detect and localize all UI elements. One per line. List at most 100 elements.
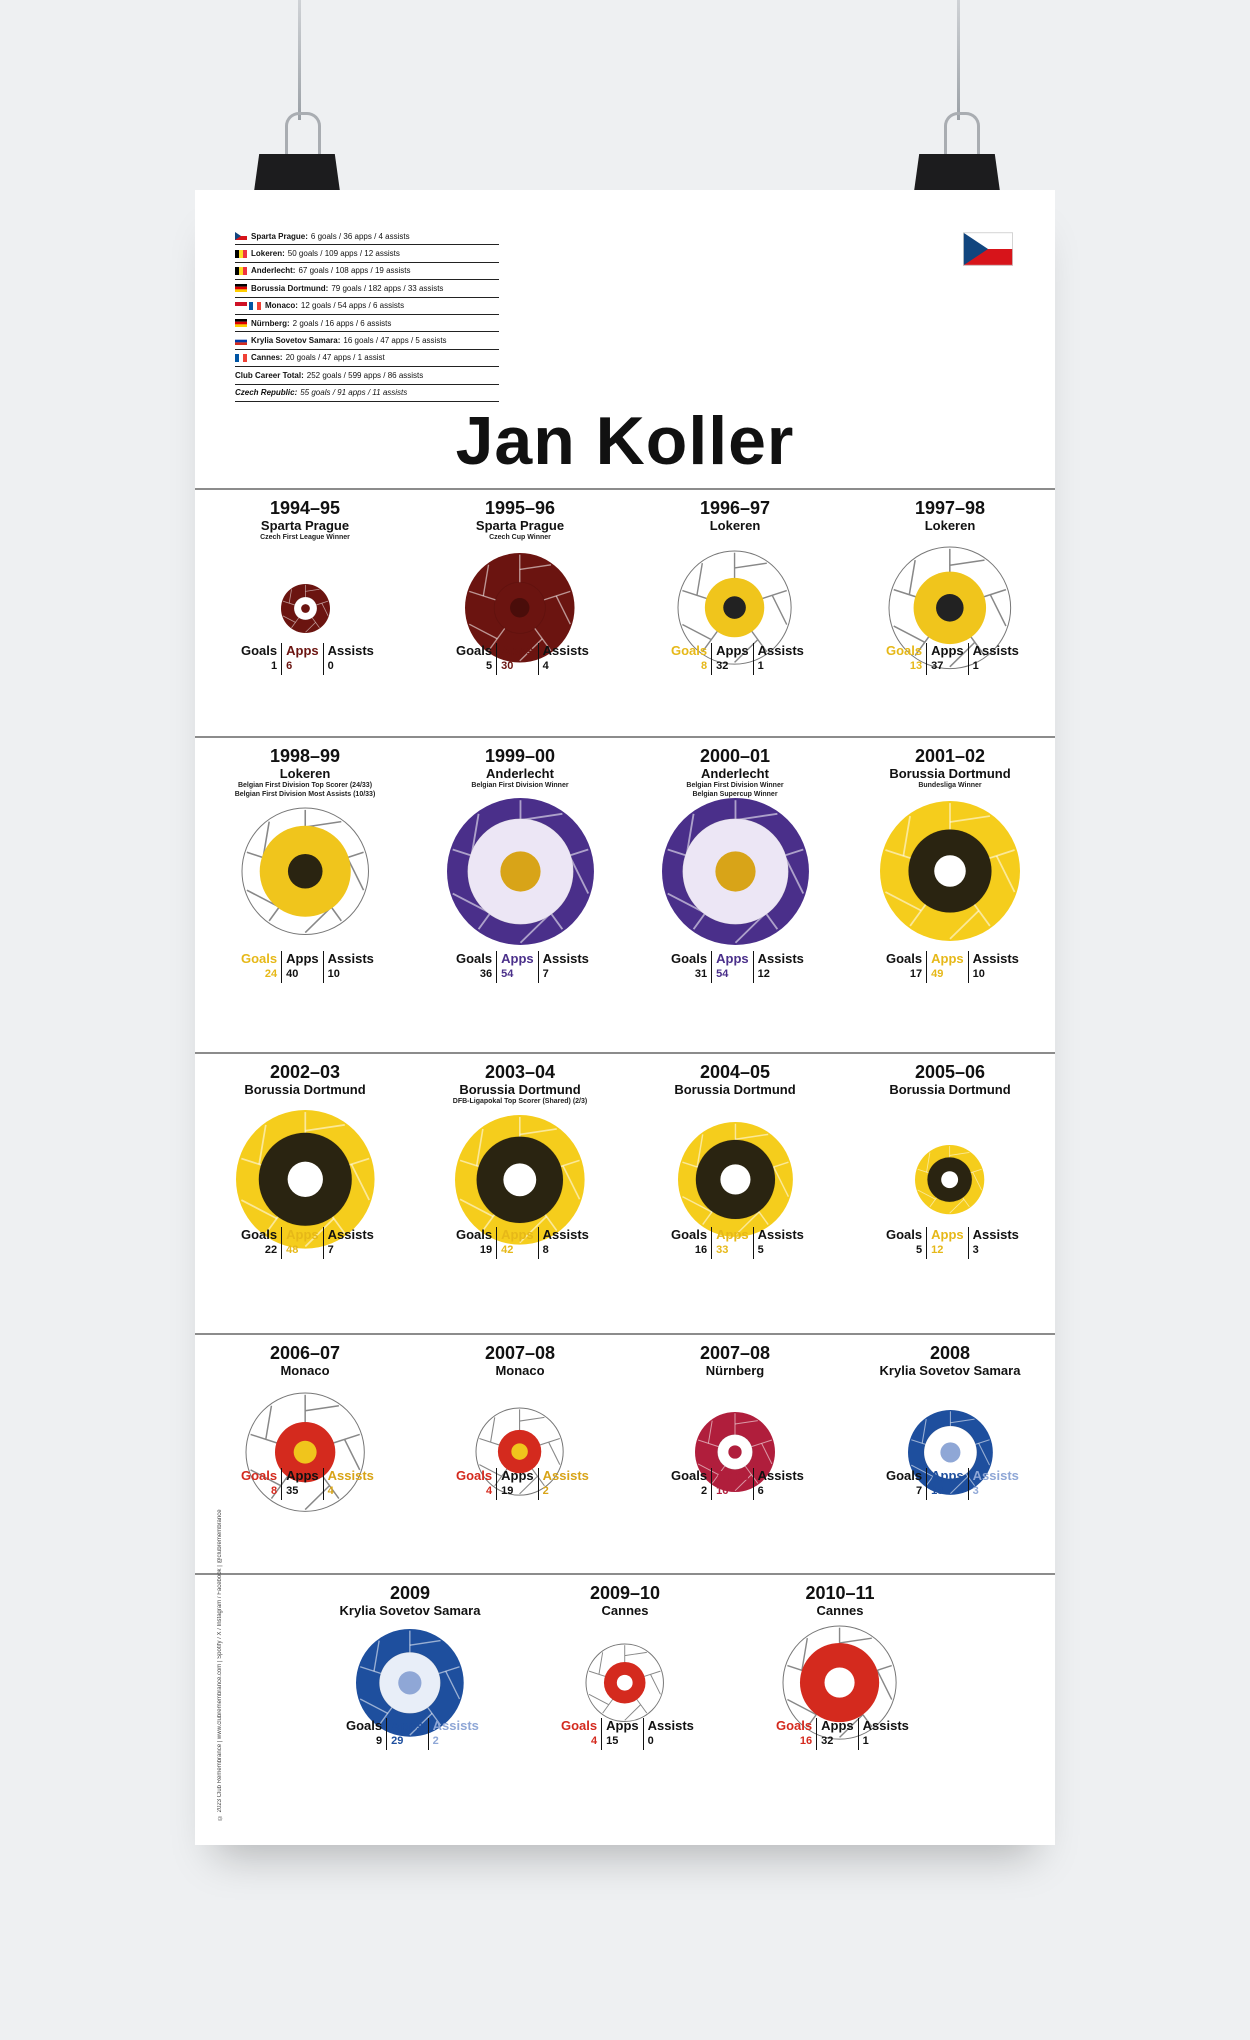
ball-seam-line xyxy=(519,1215,548,1243)
ball-seam-line xyxy=(697,1439,721,1448)
stat-apps: Apps 12 xyxy=(926,1227,968,1259)
ball-seam-line xyxy=(519,911,551,943)
binder-clip-handle-left xyxy=(285,112,321,163)
season-header: 2008 Krylia Sovetov Samara xyxy=(850,1343,1050,1378)
stat-value: 19 xyxy=(479,1244,493,1256)
ball-seam-line xyxy=(320,1473,340,1499)
ball-core xyxy=(503,1163,537,1196)
stat-value: 2 xyxy=(542,1485,549,1497)
ball-seam-line xyxy=(532,626,552,652)
ball-seam-line xyxy=(562,1165,581,1200)
ball-seam-line xyxy=(961,1195,971,1207)
season-year: 1997–98 xyxy=(914,498,986,518)
season-ball-icon xyxy=(465,553,575,663)
ball-seam-line xyxy=(917,1168,932,1174)
season-year: 1996–97 xyxy=(699,498,771,518)
ball-seam-line xyxy=(555,595,572,625)
ball-seam-line xyxy=(734,1133,768,1140)
ball-core xyxy=(728,1445,742,1459)
stat-goals: Goals 16 xyxy=(667,1227,711,1259)
stat-assists: Assists 10 xyxy=(967,951,1023,983)
ball-seam-line xyxy=(568,854,589,894)
stat-value: 1 xyxy=(757,660,764,672)
season-header: 2004–05 Borussia Dortmund xyxy=(635,1062,835,1097)
ball-seam-line xyxy=(346,856,365,891)
stat-label: Assists xyxy=(972,1227,1019,1242)
ball-seam-line xyxy=(682,624,713,641)
season-ball-icon xyxy=(455,1114,585,1245)
ball-seam-line xyxy=(304,621,316,633)
season-ball-icon xyxy=(475,1407,565,1497)
ball-core xyxy=(300,603,310,613)
season-club: Anderlecht xyxy=(486,766,554,781)
ball-seam-line xyxy=(772,1166,789,1198)
season-header: 2006–07 Monaco xyxy=(205,1343,405,1378)
copyright-credit: © 2023 Club Remembrance | www.clubrememb… xyxy=(217,1509,223,1820)
season-ball xyxy=(463,551,577,670)
season-header: 1997–98 Lokeren xyxy=(850,498,1050,533)
season-ball-icon xyxy=(695,1412,775,1492)
stat-value: 49 xyxy=(931,968,944,980)
ball-seam-line xyxy=(650,1674,662,1695)
season-stats: Goals 2 Apps 16 Assists 6 xyxy=(667,1468,808,1500)
stat-label: Goals xyxy=(671,1468,708,1483)
season-club: Sparta Prague xyxy=(475,518,565,533)
legend-club: Nürnberg: xyxy=(251,318,290,328)
stat-value: 8 xyxy=(542,1244,549,1256)
hanging-wire-left xyxy=(298,0,301,120)
season-ball xyxy=(445,796,596,952)
stat-value: 5 xyxy=(916,1244,923,1256)
ball-seam-line xyxy=(885,849,915,861)
season-club: Lokeren xyxy=(924,518,976,533)
season-club: Krylia Sovetov Samara xyxy=(879,1363,1021,1378)
ball-seam-line xyxy=(995,855,1016,893)
stat-label: Goals xyxy=(671,1227,708,1242)
stat-label: Assists xyxy=(542,1227,589,1242)
season-ball xyxy=(584,1642,665,1728)
legend-row: Monaco: 12 goals / 54 apps / 6 assists xyxy=(235,298,499,315)
stat-value: 8 xyxy=(271,1485,278,1497)
stat-label: Goals xyxy=(456,951,493,966)
stat-value: 10 xyxy=(327,968,340,980)
ball-core xyxy=(934,855,966,887)
season-stats: Goals 17 Apps 49 Assists 10 xyxy=(882,951,1023,983)
stat-label: Goals xyxy=(561,1718,598,1733)
season-ball-icon xyxy=(280,583,330,633)
ball-seam-line xyxy=(787,1699,818,1716)
legend-row: Borussia Dortmund: 79 goals / 182 apps / … xyxy=(235,280,499,298)
season-club: Borussia Dortmund xyxy=(889,766,1011,781)
ball-seam-line xyxy=(519,1127,558,1135)
stat-value: 0 xyxy=(327,660,334,672)
ball-seam-line xyxy=(949,1475,968,1494)
stat-assists: Assists 8 xyxy=(537,1227,593,1259)
stat-value: 24 xyxy=(264,968,278,980)
ball-seam-line xyxy=(801,1638,809,1671)
stat-value: 33 xyxy=(716,1244,729,1256)
season-header: 2000–01 Anderlecht Belgian First Division … xyxy=(635,746,835,799)
stat-label: Assists xyxy=(647,1718,694,1733)
season-stats: Goals 4 Apps 19 Assists 2 xyxy=(452,1468,593,1500)
poster: Sparta Prague: 6 goals / 36 apps / 4 assi… xyxy=(195,190,1055,1845)
stat-label: Goals xyxy=(886,1468,923,1483)
mc-flag-icon xyxy=(235,301,247,310)
ball-seam-line xyxy=(409,1640,441,1646)
stat-apps: Apps 54 xyxy=(496,951,538,983)
ball-seam-line xyxy=(445,1671,461,1700)
ball-seam-line xyxy=(343,1438,361,1471)
ball-core xyxy=(499,850,541,892)
stat-assists: Assists 12 xyxy=(752,951,808,983)
stat-assists: Assists 0 xyxy=(642,1718,698,1750)
ball-seam-line xyxy=(910,1464,933,1477)
stat-apps: Apps 30 xyxy=(496,643,538,675)
ball-seam-line xyxy=(270,1473,290,1499)
season-year: 2003–04 xyxy=(484,1062,556,1082)
ball-seam-line xyxy=(711,1464,727,1484)
season-ball xyxy=(474,1406,565,1502)
stat-label: Apps xyxy=(501,951,534,966)
legend-club: Czech Republic: xyxy=(235,388,298,398)
row-divider xyxy=(195,1573,1055,1575)
season-club: Cannes xyxy=(816,1603,864,1618)
stat-label: Assists xyxy=(972,1468,1019,1483)
ball-seam-line xyxy=(288,588,292,603)
season-ball-icon xyxy=(446,797,594,945)
